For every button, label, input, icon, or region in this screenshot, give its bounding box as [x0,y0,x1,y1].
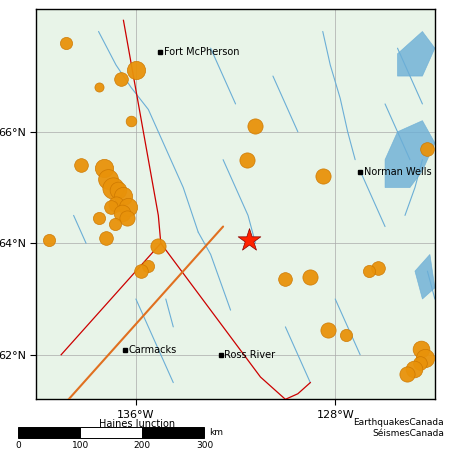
Point [424,145,431,152]
Point [77,162,85,169]
Text: Carmacks: Carmacks [128,345,177,355]
Text: 100: 100 [72,441,89,450]
Text: Norman Wells: Norman Wells [364,167,432,177]
Point [112,201,120,208]
Point [45,237,52,244]
Text: Haines Junction: Haines Junction [98,420,175,430]
Text: 0: 0 [15,441,21,450]
Point [307,273,314,280]
Point [243,156,251,163]
Polygon shape [415,254,435,299]
Point [107,203,115,211]
Point [404,370,411,378]
Point [124,214,131,222]
Point [105,175,112,183]
Point [132,67,140,74]
Point [95,84,102,91]
Point [145,262,152,269]
Text: km: km [209,428,223,437]
Polygon shape [385,121,435,188]
Point [282,276,289,283]
Point [418,346,425,353]
Point [137,268,145,275]
Point [63,39,70,46]
Text: 300: 300 [196,441,213,450]
Point [246,237,253,244]
Point [102,234,110,241]
Point [120,192,127,200]
Point [100,164,107,172]
Bar [142,427,204,438]
Polygon shape [397,32,435,76]
Point [416,359,424,367]
Point [154,242,162,250]
Point [324,326,331,333]
Bar [80,427,142,438]
Point [127,117,135,124]
Text: Ross River: Ross River [224,350,275,360]
Text: 200: 200 [134,441,151,450]
Point [111,220,118,227]
Point [110,184,117,191]
Text: Fort McPherson: Fort McPherson [164,46,239,56]
Bar [18,427,80,438]
Point [319,173,326,180]
Point [95,214,102,222]
Point [365,268,372,275]
Point [374,265,381,272]
Point [343,331,350,339]
Point [115,187,122,194]
Point [117,75,125,83]
Point [119,209,126,216]
Text: EarthquakesCanada
SéismesCanada: EarthquakesCanada SéismesCanada [353,418,444,438]
Point [410,365,417,372]
Point [252,123,259,130]
Point [125,203,132,211]
Point [421,354,429,361]
